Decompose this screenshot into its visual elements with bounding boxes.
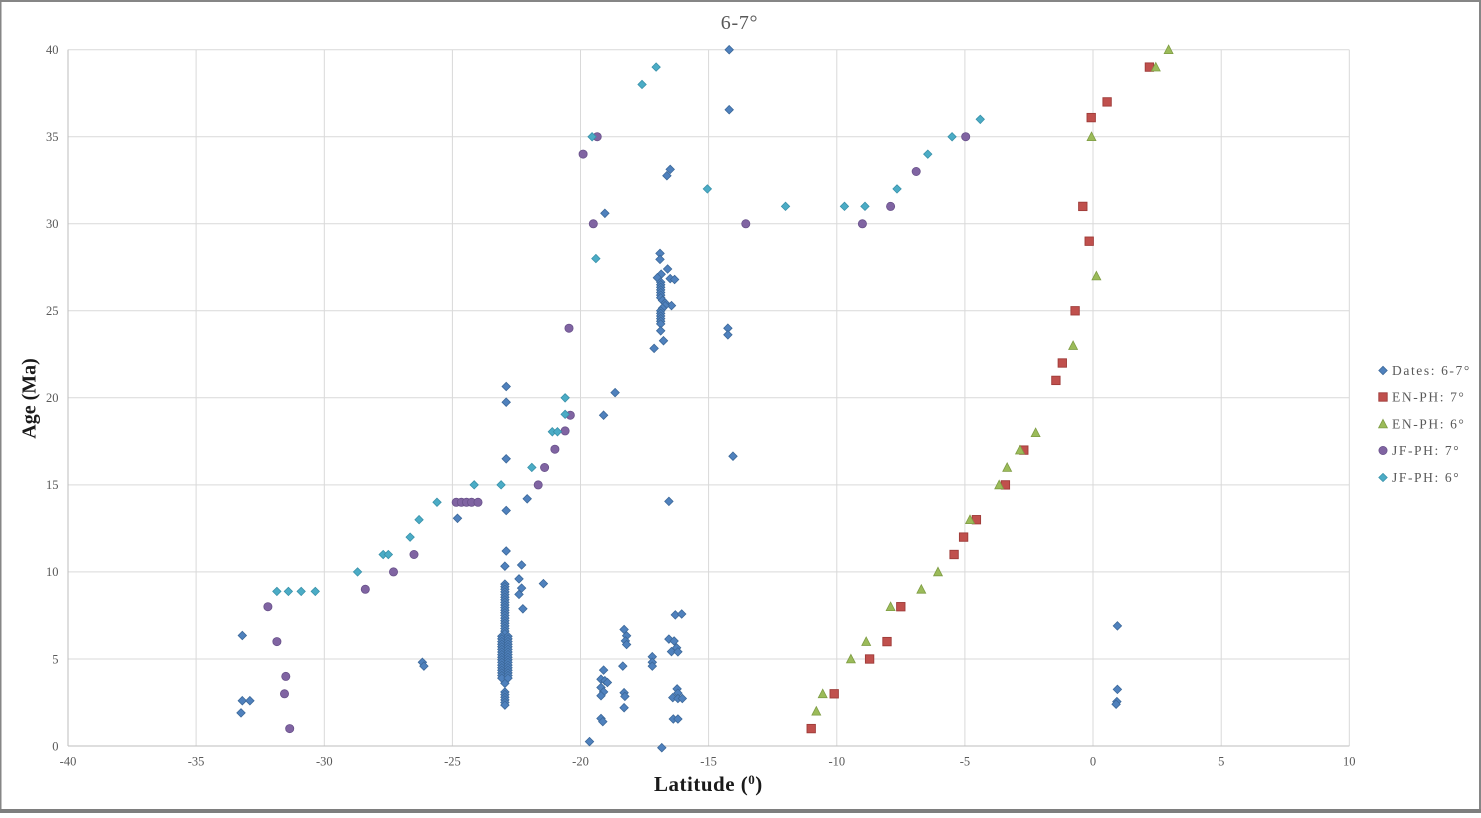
svg-text:-30: -30 <box>316 755 333 769</box>
svg-text:JF-PH: 7°: JF-PH: 7° <box>1392 443 1460 458</box>
svg-text:5: 5 <box>1218 755 1224 769</box>
svg-text:15: 15 <box>46 478 59 492</box>
svg-text:0: 0 <box>52 739 58 753</box>
svg-text:-20: -20 <box>572 755 589 769</box>
svg-text:-15: -15 <box>700 755 717 769</box>
svg-text:Latitude (0): Latitude (0) <box>654 772 763 796</box>
svg-text:25: 25 <box>46 304 59 318</box>
svg-text:20: 20 <box>46 391 59 405</box>
svg-text:JF-PH: 6°: JF-PH: 6° <box>1392 470 1460 485</box>
svg-text:10: 10 <box>46 565 59 579</box>
svg-text:EN-PH: 7°: EN-PH: 7° <box>1392 390 1465 405</box>
svg-text:30: 30 <box>46 217 59 231</box>
svg-text:0: 0 <box>1090 755 1096 769</box>
svg-text:5: 5 <box>52 652 58 666</box>
svg-text:6-7°: 6-7° <box>721 12 758 34</box>
svg-text:EN-PH: 6°: EN-PH: 6° <box>1392 417 1465 432</box>
svg-text:40: 40 <box>46 43 59 57</box>
svg-text:35: 35 <box>46 130 59 144</box>
svg-text:-35: -35 <box>188 755 205 769</box>
svg-text:-40: -40 <box>60 755 77 769</box>
svg-text:-10: -10 <box>828 755 845 769</box>
svg-text:-5: -5 <box>960 755 970 769</box>
svg-text:10: 10 <box>1343 755 1356 769</box>
svg-text:-25: -25 <box>444 755 461 769</box>
svg-text:Age (Ma): Age (Ma) <box>18 358 40 439</box>
svg-text:Dates: 6-7°: Dates: 6-7° <box>1392 363 1471 378</box>
